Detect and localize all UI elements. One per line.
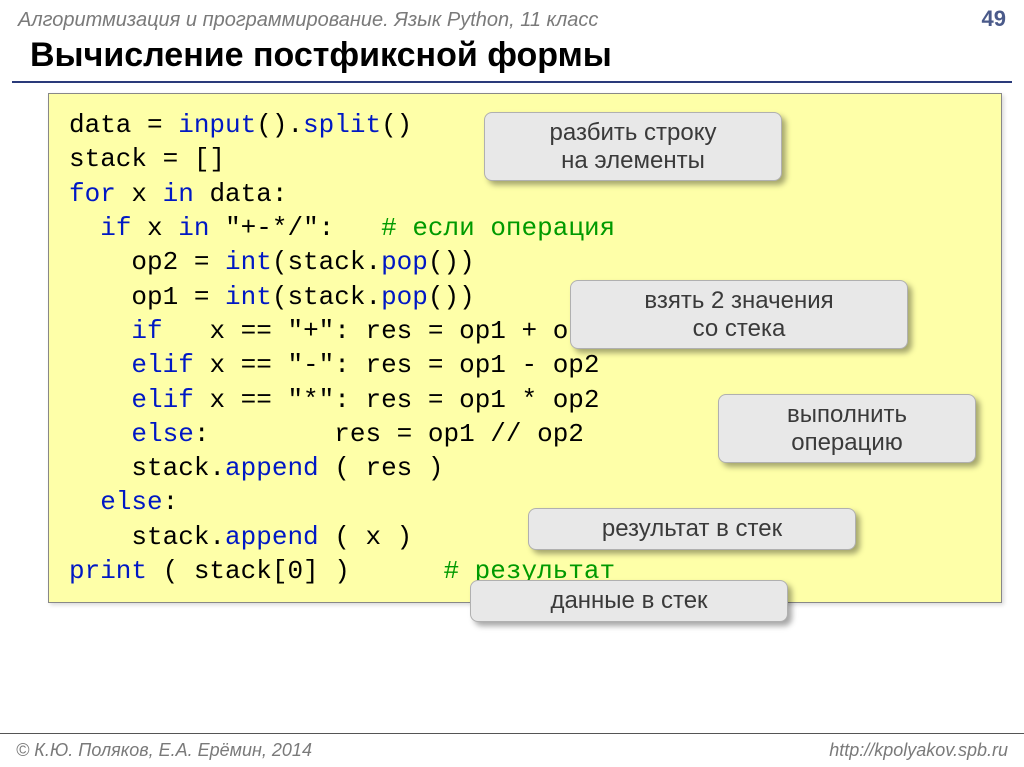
code-token: pop [381, 282, 428, 312]
code-token: (stack. [272, 247, 381, 277]
code-token: (). [256, 110, 303, 140]
code-token [69, 487, 100, 517]
code-token: op2 = [69, 247, 225, 277]
code-token: split [303, 110, 381, 140]
code-token [69, 385, 131, 415]
code-line: for x in data: [69, 177, 981, 211]
code-token [69, 419, 131, 449]
code-token: pop [381, 247, 428, 277]
code-token: x == "*": res = op1 * op2 [194, 385, 600, 415]
callout-text: разбить строку [503, 119, 763, 147]
code-token: "+-*/": [209, 213, 381, 243]
code-token: print [69, 556, 147, 586]
code-token: stack = [] [69, 144, 225, 174]
code-token: int [225, 247, 272, 277]
code-token: : [163, 487, 179, 517]
code-token: else [131, 419, 193, 449]
code-token: x [116, 179, 163, 209]
callout-c4: результат в стек [528, 508, 856, 550]
code-token: x [131, 213, 178, 243]
code-token: ( stack[0] ) [147, 556, 443, 586]
code-token: x == "-": res = op1 - op2 [194, 350, 600, 380]
code-token: input [178, 110, 256, 140]
header-title: Алгоритмизация и программирование. Язык … [18, 9, 598, 32]
callout-c1: разбить строкуна элементы [484, 112, 782, 181]
slide-header: Алгоритмизация и программирование. Язык … [0, 0, 1024, 32]
footer-copyright: © К.Ю. Поляков, Е.А. Ерёмин, 2014 [16, 740, 312, 761]
slide-footer: © К.Ю. Поляков, Е.А. Ерёмин, 2014 http:/… [0, 733, 1024, 767]
code-line: op2 = int(stack.pop()) [69, 245, 981, 279]
code-token: elif [131, 385, 193, 415]
code-line: elif x == "-": res = op1 - op2 [69, 348, 981, 382]
code-token: stack. [69, 522, 225, 552]
code-token [69, 213, 100, 243]
callout-text: со стека [589, 315, 889, 343]
code-token: if [100, 213, 131, 243]
title-rule [12, 81, 1012, 83]
callout-c3: выполнитьоперацию [718, 394, 976, 463]
code-token: op1 = [69, 282, 225, 312]
page-number: 49 [982, 6, 1006, 32]
code-line: if x in "+-*/": # если операция [69, 211, 981, 245]
code-token: if [131, 316, 162, 346]
code-token [69, 316, 131, 346]
footer-url: http://kpolyakov.spb.ru [829, 740, 1008, 761]
code-token: ( x ) [319, 522, 413, 552]
code-token: for [69, 179, 116, 209]
code-token: in [163, 179, 194, 209]
callout-text: выполнить [737, 401, 957, 429]
code-token: (stack. [272, 282, 381, 312]
code-token: int [225, 282, 272, 312]
code-token: data: [194, 179, 288, 209]
code-token: x == "+": res = op1 + op2 [163, 316, 600, 346]
page-title: Вычисление постфиксной формы [0, 32, 1024, 79]
code-token: append [225, 453, 319, 483]
code-token: ( res ) [319, 453, 444, 483]
callout-text: взять 2 значения [589, 287, 889, 315]
code-token: append [225, 522, 319, 552]
code-token: data = [69, 110, 178, 140]
code-token: # если операция [381, 213, 615, 243]
code-token: ()) [428, 247, 475, 277]
code-token: stack. [69, 453, 225, 483]
callout-text: данные в стек [489, 587, 769, 615]
callout-text: на элементы [503, 147, 763, 175]
code-token: in [178, 213, 209, 243]
code-token: ()) [428, 282, 475, 312]
code-token: () [381, 110, 412, 140]
code-token: elif [131, 350, 193, 380]
code-token [69, 350, 131, 380]
code-token: : res = op1 // op2 [194, 419, 584, 449]
callout-text: результат в стек [547, 515, 837, 543]
code-token: else [100, 487, 162, 517]
callout-text: операцию [737, 429, 957, 457]
callout-c2: взять 2 значениясо стека [570, 280, 908, 349]
callout-c5: данные в стек [470, 580, 788, 622]
